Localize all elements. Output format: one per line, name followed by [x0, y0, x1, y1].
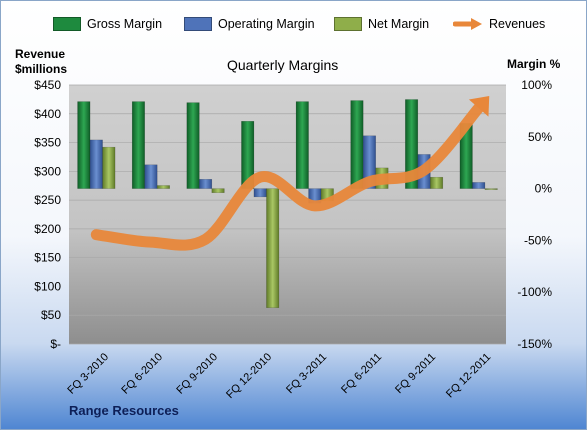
y-tick-left: $200 — [34, 222, 61, 236]
y-tick-left: $350 — [34, 136, 61, 150]
legend-swatch-net — [334, 17, 362, 31]
bar-gross — [295, 101, 309, 189]
y-tick-right: 0% — [535, 182, 553, 196]
y-tick-left: $450 — [34, 78, 61, 92]
left-axis-title: Revenue $millions — [15, 47, 68, 76]
y-tick-left: $300 — [34, 164, 61, 178]
legend-item-revenues: Revenues — [453, 17, 545, 31]
bar-operating — [89, 139, 103, 189]
bar-net — [102, 146, 116, 189]
right-axis-title: Margin % — [507, 57, 561, 71]
y-tick-left: $- — [50, 337, 61, 351]
bar-net — [430, 176, 444, 189]
chart-legend: Gross Margin Operating Margin Net Margin… — [1, 17, 586, 37]
y-tick-left: $150 — [34, 251, 61, 265]
chart-title: Quarterly Margins — [227, 57, 339, 73]
footer-company: Range Resources — [69, 403, 179, 418]
legend-swatch-revenues — [453, 18, 482, 30]
y-tick-left: $50 — [41, 308, 61, 322]
legend-label-operating: Operating Margin — [218, 17, 315, 31]
y-tick-right: -100% — [517, 285, 552, 299]
legend-label-net: Net Margin — [368, 17, 430, 31]
bar-operating — [144, 164, 158, 189]
legend-label-gross: Gross Margin — [87, 17, 163, 31]
revenue-line — [90, 102, 485, 251]
legend-label-revenues: Revenues — [489, 17, 546, 31]
bar-gross — [186, 102, 200, 189]
y-tick-right: 50% — [528, 130, 552, 144]
bar-net — [266, 188, 280, 308]
legend-item-operating: Operating Margin — [184, 17, 315, 31]
bar-gross — [77, 101, 91, 189]
y-tick-left: $250 — [34, 193, 61, 207]
y-tick-right: -50% — [524, 233, 552, 247]
bar-net — [156, 185, 170, 189]
bar-gross — [131, 101, 145, 189]
y-tick-left: $100 — [34, 279, 61, 293]
legend-item-gross: Gross Margin — [53, 17, 162, 31]
y-tick-right: -150% — [517, 337, 552, 351]
bar-net — [211, 188, 225, 193]
y-tick-right: 100% — [521, 78, 552, 92]
legend-swatch-gross — [53, 17, 81, 31]
bar-net — [484, 188, 498, 190]
bar-operating — [199, 179, 213, 189]
legend-item-net: Net Margin — [334, 17, 429, 31]
bar-operating — [472, 182, 486, 189]
bar-gross — [350, 100, 364, 189]
legend-swatch-operating — [184, 17, 212, 31]
bar-gross — [405, 99, 419, 189]
revenue-arrowhead — [468, 96, 490, 117]
y-tick-left: $400 — [34, 107, 61, 121]
bar-operating — [253, 188, 267, 198]
